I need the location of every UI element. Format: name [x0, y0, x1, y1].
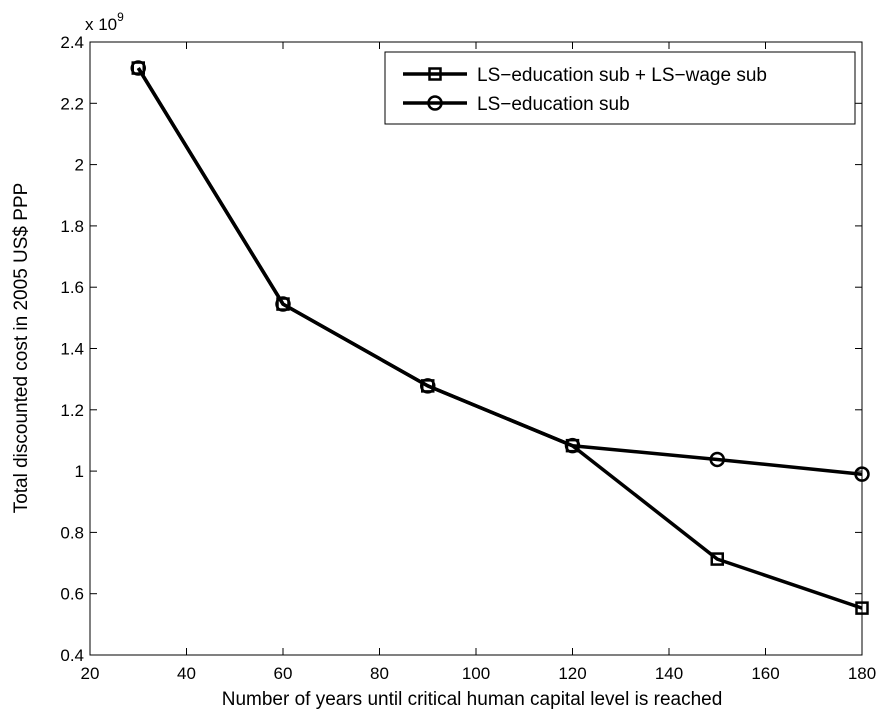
y-multiplier-base: x 10	[85, 15, 117, 34]
x-tick-label: 60	[274, 664, 293, 683]
y-tick-label: 1.8	[60, 217, 84, 236]
y-tick-label: 0.6	[60, 585, 84, 604]
legend-label: LS−education sub + LS−wage sub	[477, 65, 767, 86]
circle-data-point	[854, 466, 870, 482]
x-tick-label: 100	[462, 664, 490, 683]
legend-item: LS−education sub + LS−wage sub	[403, 65, 767, 86]
x-tick-label: 140	[655, 664, 683, 683]
legend-box	[384, 51, 856, 125]
y-tick-label: 1.4	[60, 340, 84, 359]
y-tick-label: 1.6	[60, 278, 84, 297]
legend-marker	[428, 67, 442, 81]
y-tick-label: 2.4	[60, 33, 84, 52]
series-line	[136, 67, 863, 476]
y-tick-label: 1.2	[60, 401, 84, 420]
legend-item: LS−education sub	[403, 94, 630, 115]
y-tick-label: 2	[75, 156, 84, 175]
x-tick-label: 20	[81, 664, 100, 683]
axes	[89, 41, 863, 656]
x-tick-label: 180	[848, 664, 876, 683]
circle-data-point	[709, 451, 725, 468]
circle-data-point	[275, 296, 291, 312]
x-tick-label: 160	[751, 664, 779, 683]
y-multiplier-exponent: 9	[117, 10, 124, 24]
legend-marker	[427, 95, 443, 111]
series-group	[130, 60, 870, 615]
circle-data-point	[130, 60, 146, 76]
x-tick-label: 80	[370, 664, 389, 683]
y-tick-label: 2.2	[60, 94, 84, 113]
y-tick-label: 0.8	[60, 523, 84, 542]
x-tick-label: 120	[558, 664, 586, 683]
x-tick-label: 40	[177, 664, 196, 683]
ticks: 20 40 60 80 100 120 140 160 180 0.4 0.6 0.8 1 1.2 1.4 1…	[60, 33, 876, 683]
square-data-point	[710, 552, 724, 566]
x-axis-label: Number of years until critical human cap…	[222, 689, 723, 710]
y-axis-label: Total discounted cost in 2005 US$ PPP	[11, 183, 32, 514]
y-multiplier: x 109	[85, 10, 124, 34]
plot-frame	[89, 41, 863, 656]
legend: LS−education sub + LS−wage sub LS−educati…	[384, 51, 856, 125]
legend-label: LS−education sub	[477, 94, 630, 115]
y-tick-label: 1	[75, 462, 84, 481]
series-2	[130, 60, 870, 482]
y-tick-label: 0.4	[60, 646, 84, 665]
circle-data-point	[564, 437, 581, 454]
series-line	[136, 67, 863, 610]
circle-data-point	[420, 378, 436, 394]
square-data-point	[855, 601, 869, 615]
series-1	[131, 61, 869, 615]
